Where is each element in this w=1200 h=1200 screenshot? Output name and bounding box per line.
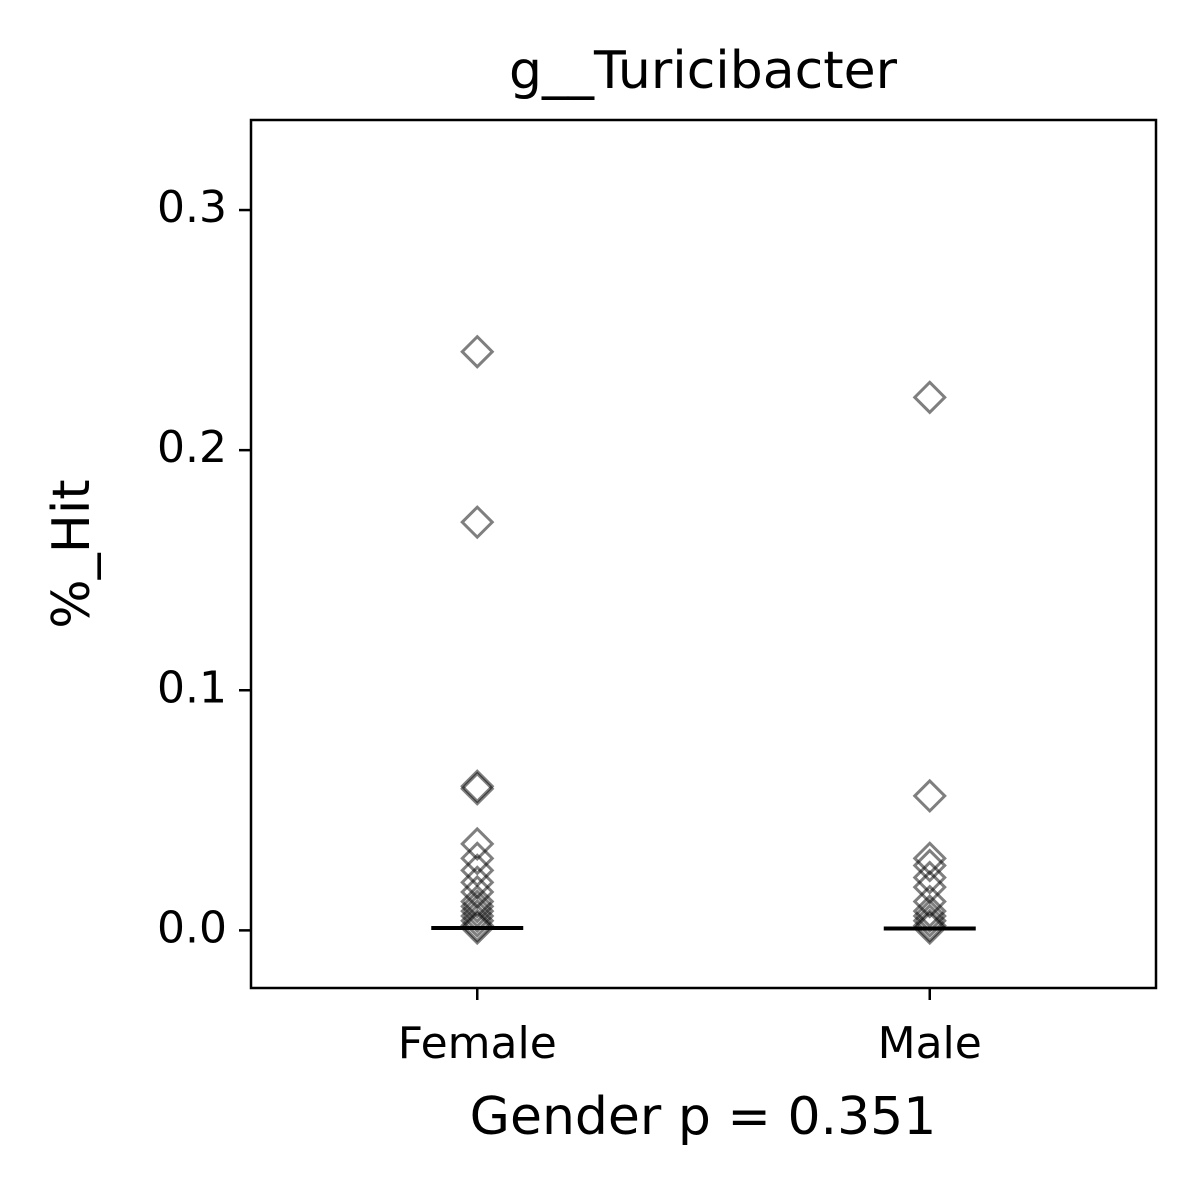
point [912, 898, 947, 934]
y-tick-label: 0.0 [157, 902, 227, 953]
point [460, 769, 495, 804]
point [912, 778, 947, 814]
point [460, 841, 495, 876]
point [912, 884, 947, 919]
point [460, 884, 495, 919]
point [460, 903, 495, 938]
point [912, 910, 947, 946]
point [460, 910, 495, 946]
y-axis-label: %_Hit [42, 479, 102, 628]
point [460, 334, 495, 369]
point [912, 860, 947, 895]
point [460, 826, 495, 862]
y-tick-label: 0.3 [157, 182, 227, 233]
point [912, 908, 947, 943]
x-tick-label: Male [878, 1018, 982, 1069]
point [460, 898, 495, 934]
point [912, 848, 947, 883]
point [460, 908, 495, 943]
point [460, 505, 495, 540]
chart-title: g__Turicibacter [509, 41, 898, 101]
y-tick-label: 0.1 [157, 662, 227, 713]
point [912, 380, 947, 415]
point [460, 889, 495, 924]
point [912, 903, 947, 938]
plot-frame [249, 118, 1158, 990]
x-axis-label: Gender p = 0.351 [470, 1087, 937, 1147]
x-tick-label: Female [398, 1018, 557, 1069]
y-tick-label: 0.2 [157, 422, 227, 473]
point [912, 894, 947, 929]
point [460, 771, 495, 806]
